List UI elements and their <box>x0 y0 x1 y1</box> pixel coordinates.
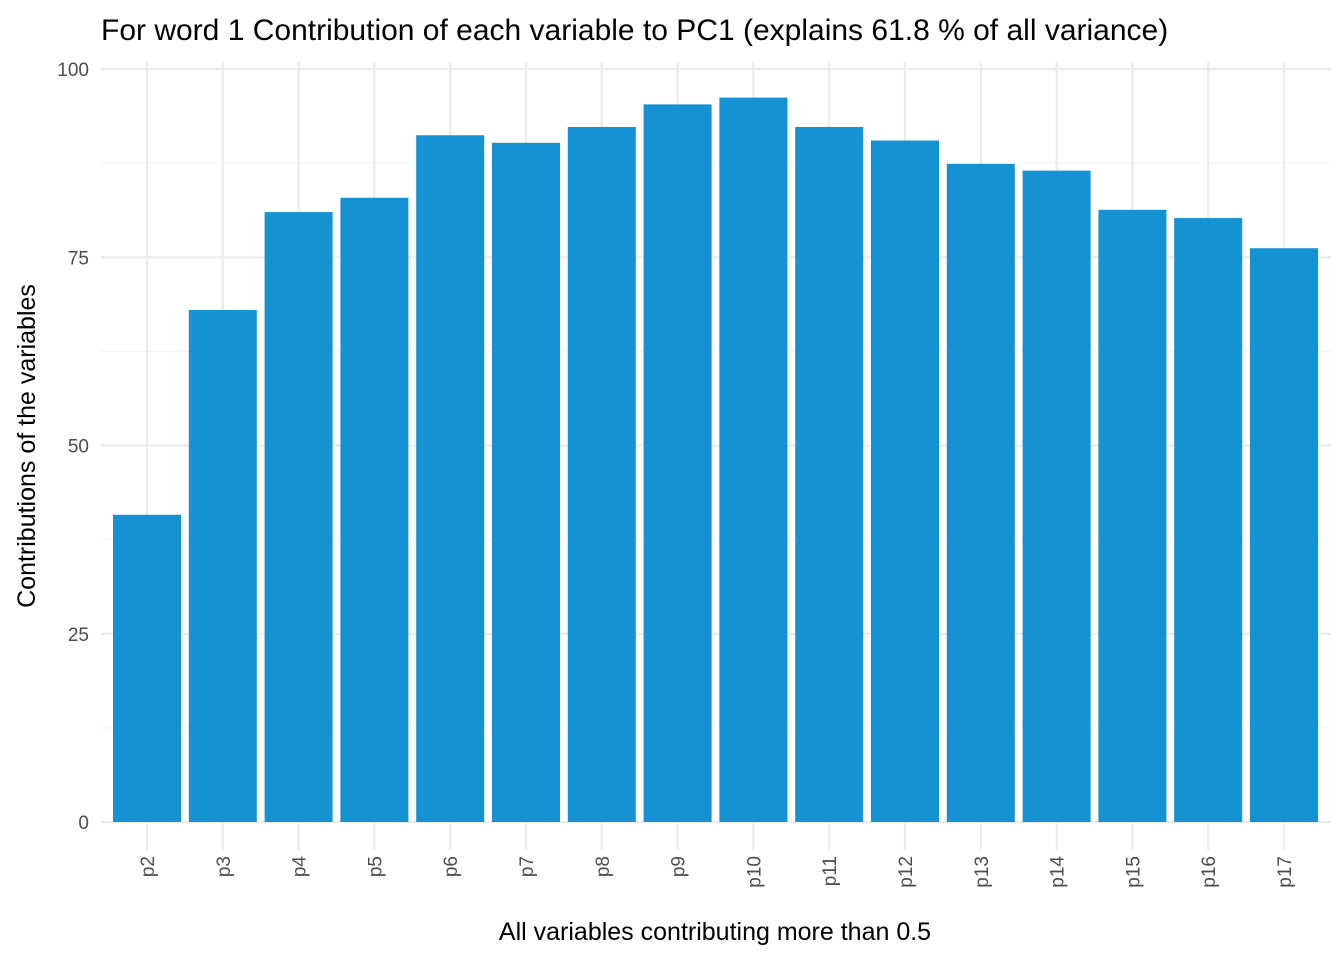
x-tick-label: p2 <box>138 856 159 877</box>
x-tick-label: p8 <box>593 856 614 877</box>
bar-p10 <box>719 97 788 823</box>
y-axis-title: Contributions of the variables <box>13 284 41 608</box>
x-tick-label: p15 <box>1123 856 1144 888</box>
chart-title: For word 1 Contribution of each variable… <box>101 14 1168 47</box>
x-tick-label: p5 <box>365 856 386 877</box>
y-tick-labels: 0 25 50 75 100 <box>57 60 89 834</box>
bar-p16 <box>1174 218 1243 823</box>
bar-p4 <box>264 212 333 822</box>
bar-p6 <box>416 135 485 822</box>
x-tick-label: p3 <box>214 856 235 877</box>
bar-p7 <box>492 142 560 823</box>
bar-p11 <box>795 126 864 823</box>
bar-p13 <box>946 163 1015 822</box>
bar-p2 <box>113 514 181 822</box>
bar-p17 <box>1250 248 1318 822</box>
y-tick-label: 25 <box>68 625 89 646</box>
bars-layer <box>113 97 1318 823</box>
y-tick-label: 0 <box>78 813 89 834</box>
bar-p8 <box>567 126 636 823</box>
bar-p12 <box>871 140 939 822</box>
y-tick-label: 100 <box>57 60 89 81</box>
x-tick-label: p9 <box>669 856 690 877</box>
bar-p14 <box>1022 170 1091 822</box>
y-tick-label: 50 <box>68 437 89 458</box>
x-tick-label: p11 <box>820 856 841 886</box>
x-tick-label: p13 <box>972 856 993 888</box>
x-tick-label: p6 <box>441 856 462 877</box>
x-axis-title: All variables contributing more than 0.5 <box>499 918 931 946</box>
bar-p3 <box>188 309 257 823</box>
x-tick-label: p4 <box>290 856 311 878</box>
x-tick-labels: p2 p3 p4 p5 p6 p7 p8 p9 p10 p11 p12 p13 p14 p15 p16 p17 <box>138 856 1296 888</box>
x-tick-label: p12 <box>896 856 917 888</box>
x-tick-label: p17 <box>1275 856 1296 888</box>
bar-p15 <box>1098 209 1167 822</box>
bar-p5 <box>340 197 409 822</box>
x-tick-label: p10 <box>744 856 765 888</box>
bar-p9 <box>643 104 712 822</box>
x-tick-label: p7 <box>517 856 538 877</box>
y-tick-label: 75 <box>68 248 89 269</box>
x-tick-label: p16 <box>1199 856 1220 888</box>
x-tick-label: p14 <box>1048 856 1069 888</box>
